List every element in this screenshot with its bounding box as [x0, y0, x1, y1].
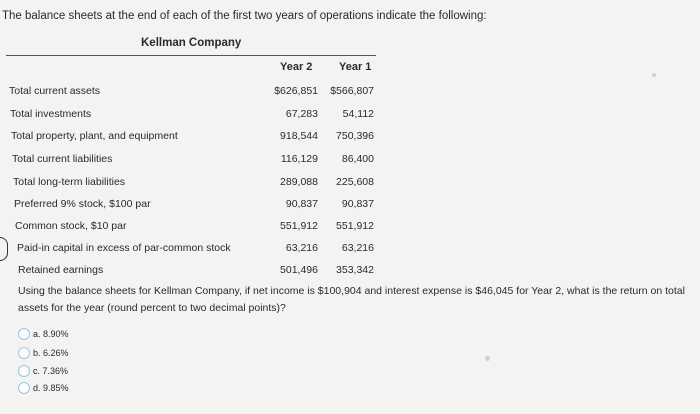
radio-button-icon[interactable] — [18, 328, 30, 340]
year2-value: 918,544 — [280, 130, 318, 142]
year1-value: 353,342 — [336, 264, 374, 276]
option-text: 9.85% — [43, 383, 69, 393]
option-letter: c. — [33, 366, 41, 376]
year1-value: 750,396 — [336, 130, 374, 142]
row-label: Preferred 9% stock, $100 par — [14, 198, 151, 210]
option-text: 6.26% — [43, 348, 69, 358]
year2-value: 551,912 — [280, 220, 318, 232]
table-row: Preferred 9% stock, $100 par 90,837 90,8… — [0, 198, 380, 216]
row-label: Total investments — [10, 108, 92, 120]
row-label: Total property, plant, and equipment — [11, 130, 178, 142]
row-label: Paid-in capital in excess of par-common … — [17, 242, 231, 254]
option-text: 7.36% — [42, 366, 69, 376]
row-label: Total long-term liabilities — [13, 176, 126, 188]
year1-value: 90,837 — [341, 198, 374, 210]
header-rule — [6, 55, 376, 56]
year1-value: 551,912 — [336, 220, 374, 232]
row-label: Retained earnings — [18, 264, 104, 276]
year1-value: 225,608 — [336, 176, 374, 188]
option-a[interactable]: a. 8.90% — [18, 327, 69, 341]
table-row: Total property, plant, and equipment 918… — [0, 130, 380, 148]
option-letter: b. — [33, 348, 41, 358]
company-name: Kellman Company — [141, 37, 242, 49]
year2-value: 63,216 — [285, 242, 318, 254]
option-letter: a. — [33, 329, 41, 339]
table-row: Total current liabilities 116,129 86,400 — [0, 153, 380, 171]
question-text: Using the balance sheets for Kellman Com… — [18, 285, 685, 314]
table-row: Common stock, $10 par 551,912 551,912 — [0, 220, 380, 238]
table-row: Paid-in capital in excess of par-common … — [0, 242, 380, 260]
option-text: 8.90% — [43, 329, 69, 339]
year1-value: 54,112 — [342, 108, 374, 120]
dust-speck — [485, 356, 490, 361]
intro-text: The balance sheets at the end of each of… — [2, 10, 487, 22]
radio-button-icon[interactable] — [18, 347, 30, 359]
year1-value: 86,400 — [341, 153, 374, 165]
year2-value: 289,088 — [280, 176, 318, 188]
option-d[interactable]: d. 9.85% — [18, 381, 69, 395]
column-header-year2: Year 2 — [280, 61, 313, 73]
table-row: Total investments 67,283 54,112 — [0, 108, 380, 126]
row-label: Total current assets — [9, 85, 101, 97]
column-header-year1: Year 1 — [339, 61, 372, 73]
year2-value: $626,851 — [274, 85, 318, 97]
year1-value: 63,216 — [341, 242, 374, 254]
year2-value: 67,283 — [285, 108, 318, 120]
row-label: Common stock, $10 par — [15, 220, 127, 232]
table-row: Retained earnings 501,496 353,342 — [0, 264, 380, 282]
table-row: Total long-term liabilities 289,088 225,… — [0, 176, 380, 194]
year2-value: 116,129 — [280, 153, 318, 165]
option-b[interactable]: b. 6.26% — [18, 346, 69, 360]
dust-speck — [652, 73, 656, 77]
option-letter: d. — [33, 383, 41, 393]
radio-button-icon[interactable] — [18, 365, 30, 377]
year2-value: 90,837 — [285, 198, 318, 210]
radio-button-icon[interactable] — [18, 382, 30, 394]
year1-value: $566,807 — [330, 85, 374, 97]
row-label: Total current liabilities — [12, 153, 113, 165]
option-c[interactable]: c. 7.36% — [18, 364, 68, 378]
year2-value: 501,496 — [280, 264, 318, 276]
table-row: Total current assets $626,851 $566,807 — [0, 85, 380, 103]
